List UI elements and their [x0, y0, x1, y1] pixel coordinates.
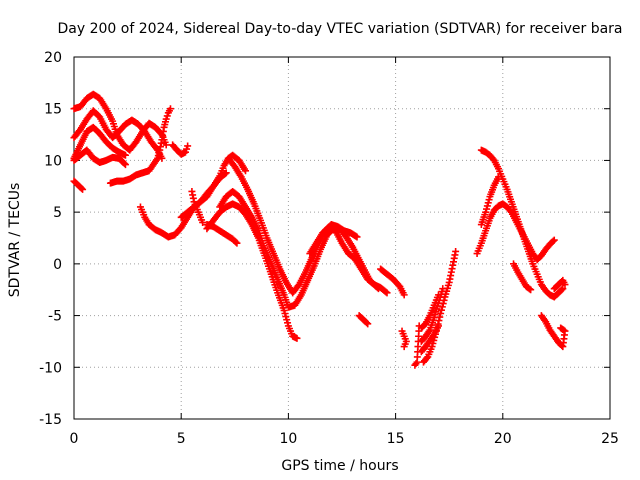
data-point: [166, 105, 174, 113]
series-track-l: [203, 200, 301, 342]
data-point: [439, 285, 447, 293]
data-point: [162, 141, 170, 149]
data-point: [242, 167, 250, 175]
data-point: [400, 291, 408, 299]
data-point: [434, 291, 442, 299]
series-track-j: [224, 154, 361, 297]
data-point: [373, 284, 381, 292]
data-point: [559, 285, 567, 293]
data-point: [550, 236, 558, 244]
series-track-i: [177, 169, 230, 221]
data-point: [221, 170, 229, 178]
data-point: [400, 343, 408, 351]
data-point: [558, 286, 566, 294]
data-point: [363, 319, 371, 327]
data-point: [382, 288, 390, 296]
series-track-g: [169, 141, 192, 158]
data-point: [232, 238, 240, 246]
series-track-d: [70, 146, 129, 169]
data-point: [233, 239, 241, 247]
data-point: [423, 354, 431, 362]
series-track-n: [188, 187, 207, 226]
grid: [74, 57, 610, 419]
series-track-ab: [510, 260, 535, 294]
x-tick-label: 20: [494, 431, 512, 447]
x-tick-label: 0: [70, 431, 79, 447]
y-tick-label: -10: [39, 360, 62, 376]
data-point: [437, 310, 445, 318]
data-point: [434, 322, 442, 330]
data-point: [120, 160, 128, 168]
y-tick-label: 5: [53, 205, 62, 221]
series-track-ad: [550, 276, 569, 293]
series-track-b: [70, 107, 166, 162]
y-axis-label: SDTVAR / TECUs: [7, 183, 23, 298]
data-point: [222, 169, 230, 177]
y-tick-label: 0: [53, 257, 62, 273]
y-tick-label: 20: [44, 50, 62, 66]
chart-title: Day 200 of 2024, Sidereal Day-to-day VTE…: [57, 21, 622, 37]
x-axis-label: GPS time / hours: [281, 458, 398, 474]
series-track-m: [203, 221, 241, 247]
data-point: [121, 161, 129, 169]
data-point: [293, 334, 301, 342]
data-point: [121, 151, 129, 159]
data-point: [374, 285, 382, 293]
data-point: [79, 185, 87, 193]
series-track-w: [417, 291, 442, 332]
series-track-v: [417, 285, 447, 345]
data-point: [184, 142, 192, 150]
data-point: [364, 320, 372, 328]
x-tick-label: 10: [279, 431, 297, 447]
series-track-aa: [477, 173, 503, 229]
data-point: [383, 289, 391, 297]
data-point: [557, 324, 565, 332]
series-track-x: [417, 322, 442, 356]
x-tick-label: 25: [601, 431, 619, 447]
series-track-s: [398, 327, 410, 351]
data-point: [495, 173, 503, 181]
x-tick-label: 5: [177, 431, 186, 447]
y-tick-label: -5: [48, 309, 62, 325]
data-point: [199, 218, 207, 226]
series-track-q: [355, 312, 372, 328]
series-track-f: [106, 105, 174, 187]
data-point: [561, 281, 569, 289]
plot-frame: [73, 56, 611, 420]
data-point: [353, 233, 361, 241]
data-point: [452, 247, 460, 255]
axis-ticks: 0 5 10 15 20 25 -15 -10 -5 0 5 10 15 20: [39, 50, 619, 447]
data-point: [412, 360, 420, 368]
series-track-e: [70, 177, 87, 193]
y-tick-label: -15: [39, 412, 62, 428]
series-track-ac: [537, 312, 569, 351]
series-track-p: [336, 225, 382, 293]
series-track-z: [473, 200, 558, 264]
x-tick-label: 15: [387, 431, 405, 447]
y-tick-label: 15: [44, 102, 62, 118]
data-point: [438, 303, 446, 311]
data-point: [549, 237, 557, 245]
data-points: [70, 90, 569, 369]
data-point: [78, 184, 86, 192]
series-track-r: [377, 265, 408, 299]
data-point: [527, 286, 535, 294]
y-tick-label: 10: [44, 153, 62, 169]
data-point: [437, 306, 445, 314]
